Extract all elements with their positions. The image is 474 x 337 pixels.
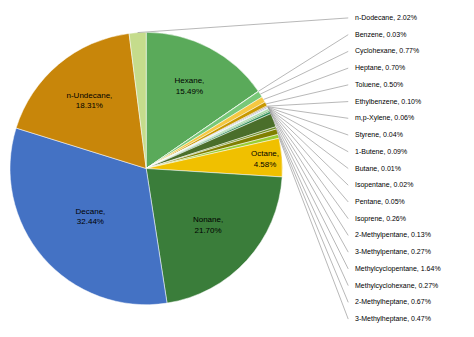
- svg-text:2-Methylheptane, 0.67%: 2-Methylheptane, 0.67%: [355, 298, 431, 306]
- svg-text:Pentane, 0.05%: Pentane, 0.05%: [355, 198, 405, 205]
- svg-text:m,p-Xylene, 0.06%: m,p-Xylene, 0.06%: [355, 114, 414, 122]
- svg-text:Butane, 0.01%: Butane, 0.01%: [355, 165, 401, 172]
- svg-text:Heptane, 0.70%: Heptane, 0.70%: [355, 64, 405, 72]
- svg-text:Hexane,15.49%: Hexane,15.49%: [175, 76, 205, 95]
- svg-text:Ethylbenzene, 0.10%: Ethylbenzene, 0.10%: [355, 98, 421, 106]
- svg-text:3-Methylheptane, 0.47%: 3-Methylheptane, 0.47%: [355, 315, 431, 323]
- svg-text:Cyclohexane, 0.77%: Cyclohexane, 0.77%: [355, 47, 419, 55]
- svg-text:1-Butene, 0.09%: 1-Butene, 0.09%: [355, 148, 407, 155]
- svg-text:Isopentane, 0.02%: Isopentane, 0.02%: [355, 181, 413, 189]
- svg-text:Benzene, 0.03%: Benzene, 0.03%: [355, 31, 406, 38]
- svg-text:n-Dodecane, 2.02%: n-Dodecane, 2.02%: [355, 14, 417, 21]
- svg-text:Isoprene, 0.26%: Isoprene, 0.26%: [355, 215, 406, 223]
- svg-text:Methylcyclopentane, 1.64%: Methylcyclopentane, 1.64%: [355, 265, 441, 273]
- svg-text:Octane,4.58%: Octane,4.58%: [251, 149, 279, 168]
- svg-text:2-Methylpentane, 0.13%: 2-Methylpentane, 0.13%: [355, 231, 431, 239]
- svg-text:Styrene, 0.04%: Styrene, 0.04%: [355, 131, 403, 139]
- svg-text:n-Undecane,18.31%: n-Undecane,18.31%: [67, 91, 113, 110]
- svg-text:3-Methylpentane, 0.27%: 3-Methylpentane, 0.27%: [355, 248, 431, 256]
- svg-text:Methylcyclohexane, 0.27%: Methylcyclohexane, 0.27%: [355, 282, 438, 290]
- svg-text:Toluene, 0.50%: Toluene, 0.50%: [355, 81, 403, 88]
- svg-text:Decane,32.44%: Decane,32.44%: [75, 207, 105, 226]
- svg-text:Nonane,21.70%: Nonane,21.70%: [193, 215, 223, 234]
